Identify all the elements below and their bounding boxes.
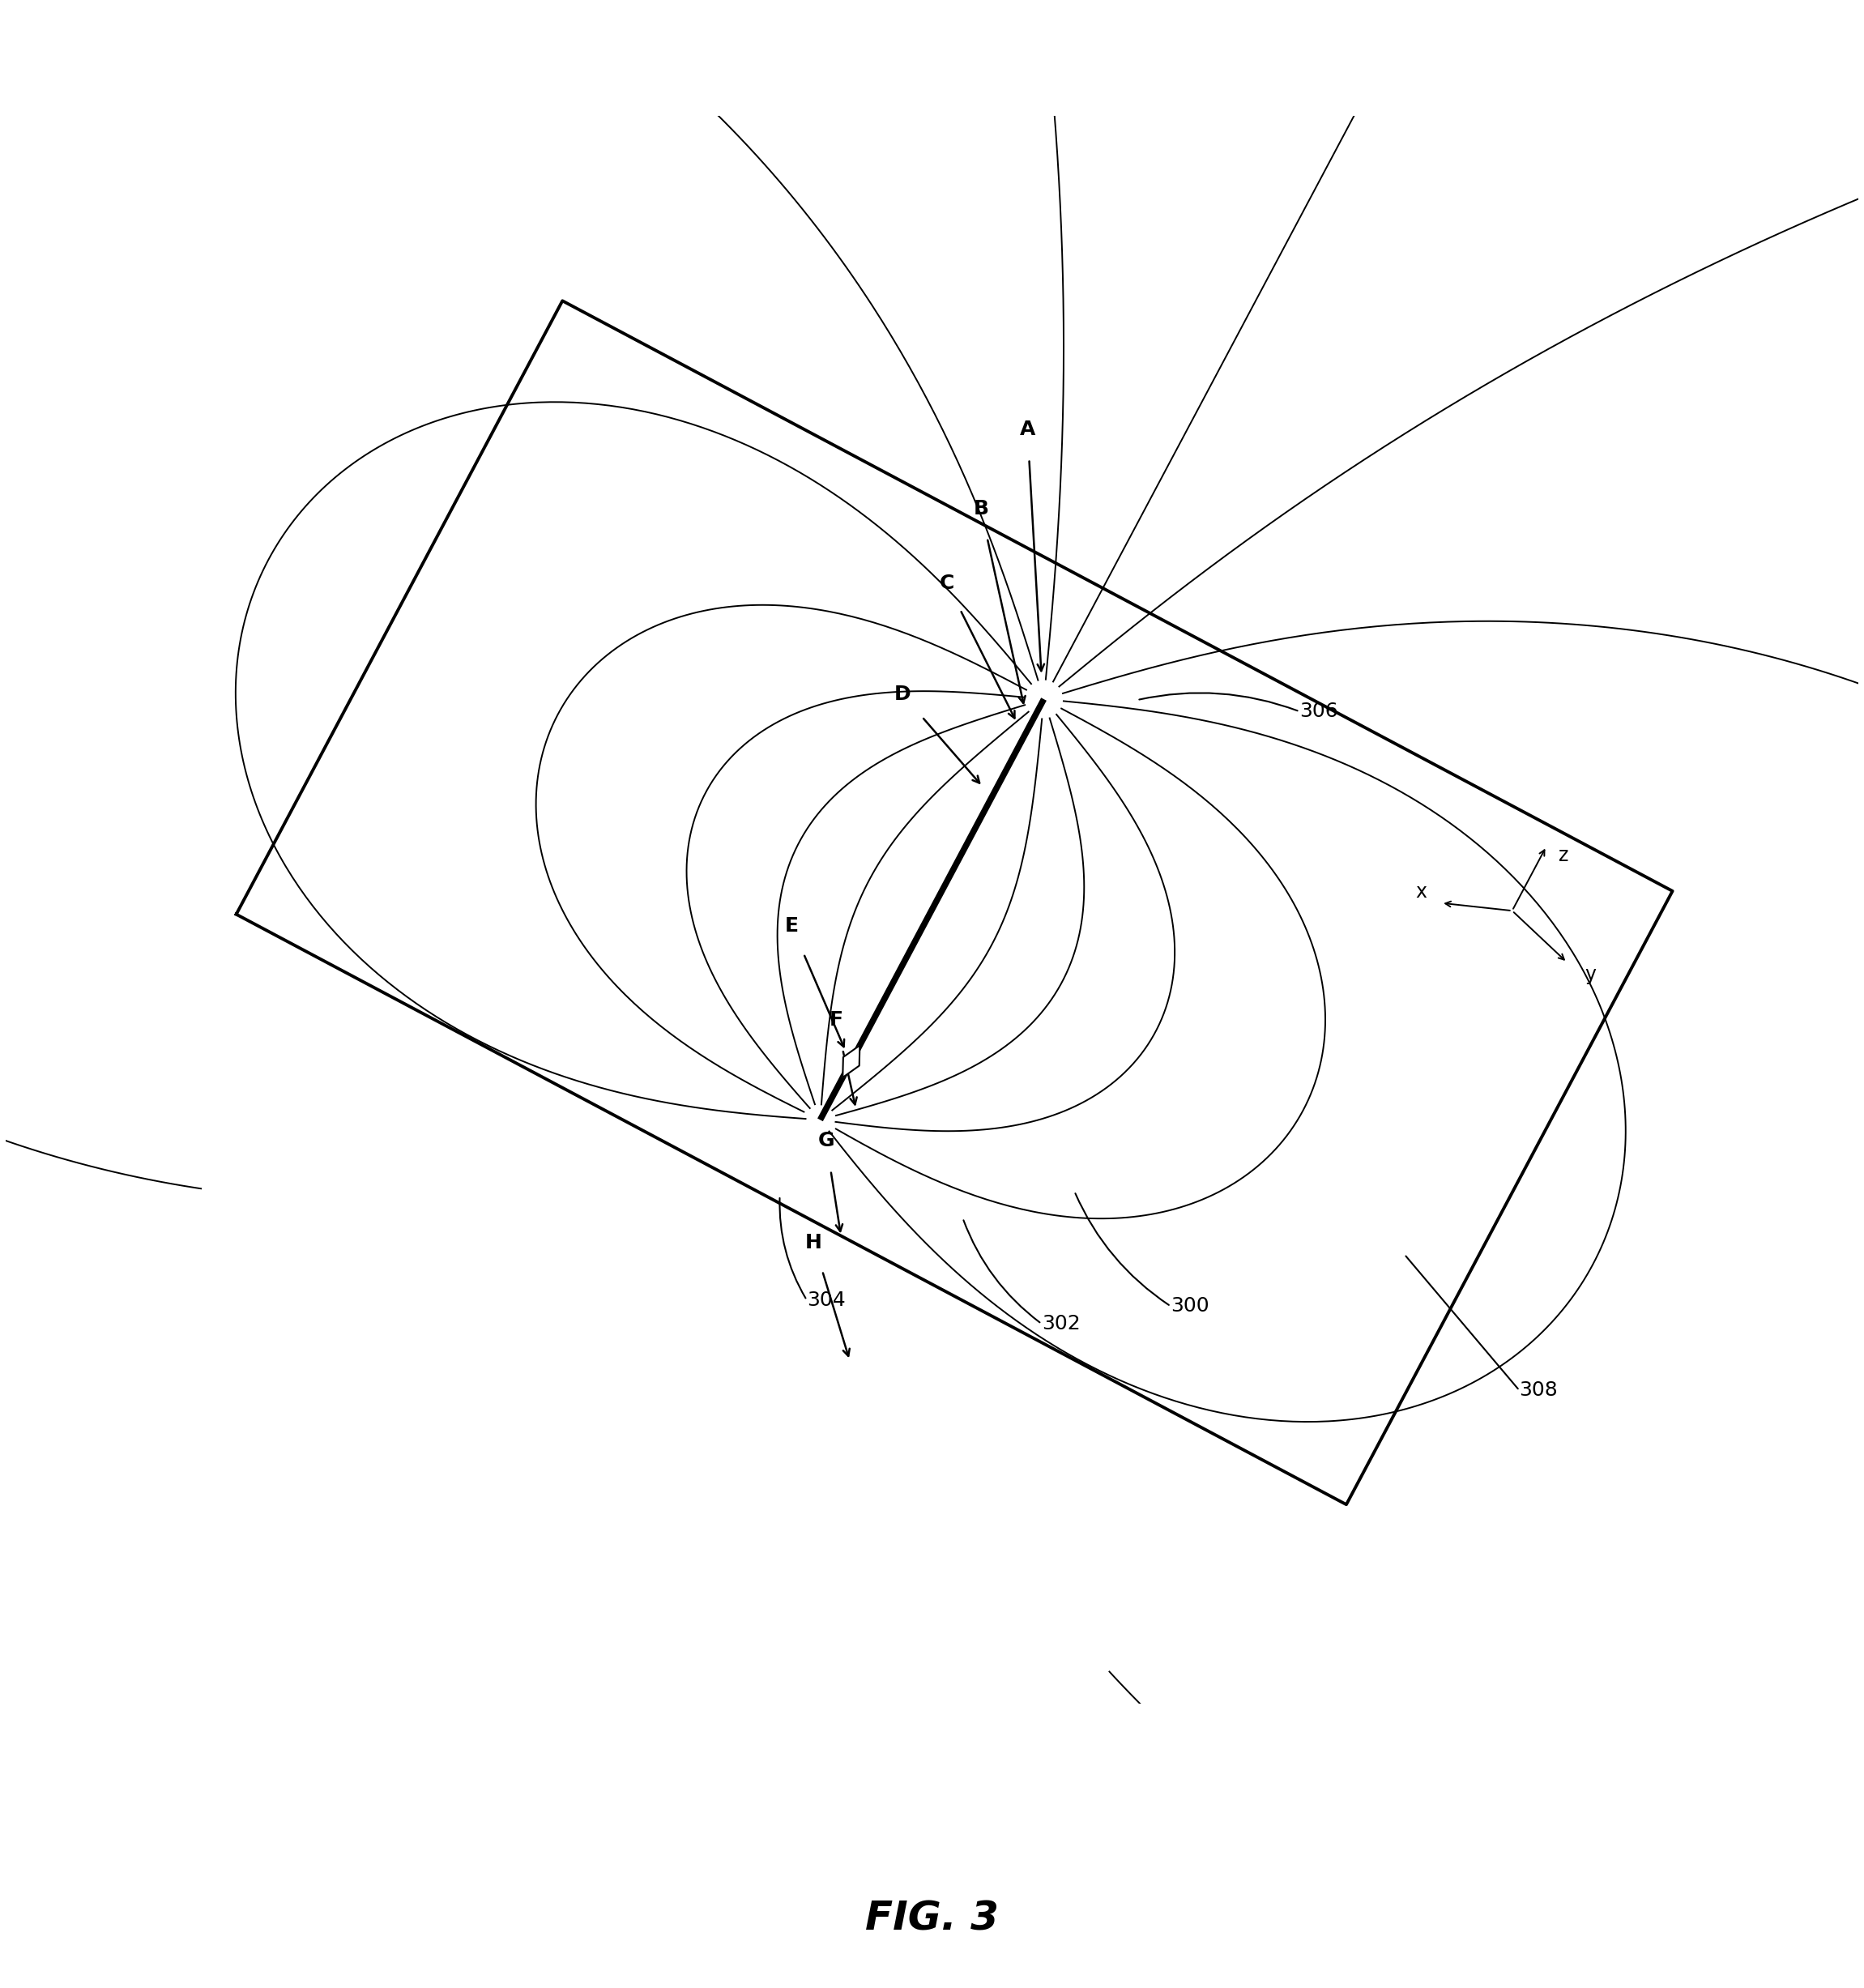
Text: z: z <box>1558 847 1569 865</box>
Text: 304: 304 <box>807 1290 846 1310</box>
Text: B: B <box>973 499 988 519</box>
Text: 306: 306 <box>1299 702 1338 722</box>
Text: A: A <box>1020 419 1035 439</box>
Text: D: D <box>895 684 911 704</box>
Polygon shape <box>843 1046 859 1077</box>
Text: y: y <box>1584 964 1596 984</box>
Text: G: G <box>818 1131 835 1151</box>
Text: F: F <box>829 1010 843 1030</box>
Text: 308: 308 <box>1519 1382 1558 1400</box>
Text: H: H <box>805 1233 822 1252</box>
Text: FIG. 3: FIG. 3 <box>865 1899 999 1938</box>
Text: C: C <box>939 573 954 592</box>
Text: E: E <box>785 916 798 936</box>
Text: 302: 302 <box>1042 1314 1081 1334</box>
Text: 300: 300 <box>1171 1296 1210 1316</box>
Text: x: x <box>1415 883 1426 903</box>
